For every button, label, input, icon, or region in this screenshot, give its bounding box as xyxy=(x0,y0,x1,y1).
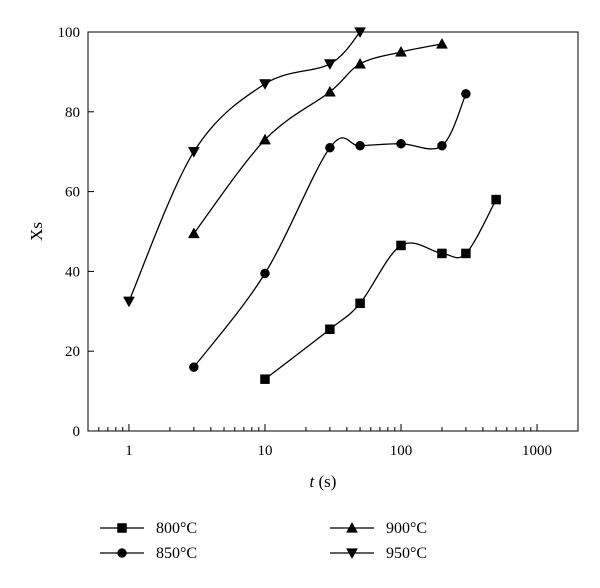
series-0-point xyxy=(396,240,406,251)
legend-marker xyxy=(117,523,127,533)
y-axis-label: Xs xyxy=(27,222,46,241)
series-2-point xyxy=(187,227,200,239)
series-2-point xyxy=(395,45,407,57)
series-2-point xyxy=(436,37,448,49)
legend-label: 850°C xyxy=(156,545,197,562)
series-1-point xyxy=(325,142,335,153)
series-3-point xyxy=(123,296,135,308)
y-tick-label: 60 xyxy=(65,185,80,201)
series-markers xyxy=(123,27,501,384)
legend-entry: 850°C xyxy=(100,545,197,562)
x-axis-label: t (s) xyxy=(310,472,337,491)
series-3-point xyxy=(354,27,366,39)
series-line-0 xyxy=(264,199,497,380)
axis-tick-labels: 0 20 40 60 80 100 1 10 100 1000 xyxy=(58,25,553,459)
legend-label: 800°C xyxy=(156,520,197,537)
series-0-point xyxy=(437,248,447,259)
legend-label: 950°C xyxy=(386,545,427,562)
series-0-point xyxy=(260,374,270,384)
x-tick-label: 100 xyxy=(390,443,413,459)
axis-ticks xyxy=(88,31,538,432)
legend-entry: 950°C xyxy=(330,545,427,562)
y-tick-label: 100 xyxy=(58,25,81,41)
series-0-point xyxy=(355,298,365,309)
legend-label: 900°C xyxy=(386,520,427,537)
y-tick-label: 40 xyxy=(65,264,80,280)
series-0-point xyxy=(325,324,335,335)
series-1-point xyxy=(437,140,447,151)
y-tick-label: 80 xyxy=(65,105,80,121)
series-2-point xyxy=(323,85,336,97)
legend-entry: 800°C xyxy=(100,520,197,537)
series-2-point xyxy=(354,57,366,69)
x-axis-label-variable: t xyxy=(310,472,316,491)
series-1-point xyxy=(260,268,270,279)
x-tick-label: 10 xyxy=(257,443,272,459)
x-tick-label: 1 xyxy=(125,443,133,459)
series-3-point xyxy=(187,147,200,158)
series-curves xyxy=(128,31,497,380)
y-tick-label: 20 xyxy=(65,344,80,360)
legend-marker xyxy=(117,548,127,558)
series-line-3 xyxy=(128,31,361,302)
legend-entry: 900°C xyxy=(330,520,427,537)
series-3-point xyxy=(259,79,271,90)
series-1-point xyxy=(355,140,365,151)
series-3-point xyxy=(323,59,336,70)
series-1-point xyxy=(189,362,199,372)
series-0-point xyxy=(491,194,501,205)
y-tick-label: 0 xyxy=(73,424,81,440)
legend: 800°C 850°C 900°C 950°C xyxy=(100,520,427,562)
legend-marker xyxy=(346,548,358,560)
x-tick-label: 1000 xyxy=(522,443,552,459)
series-1-point xyxy=(461,89,471,99)
series-line-2 xyxy=(193,43,443,234)
series-1-point xyxy=(396,138,406,149)
series-2-point xyxy=(259,133,271,145)
plot-frame xyxy=(87,31,579,432)
legend-marker xyxy=(346,521,358,533)
x-axis-label-unit: (s) xyxy=(314,472,336,491)
series-0-point xyxy=(461,248,471,259)
